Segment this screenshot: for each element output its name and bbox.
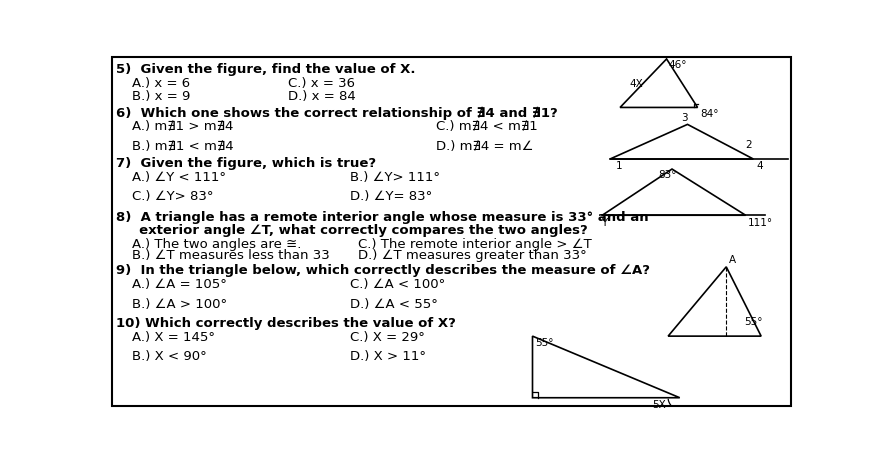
Text: D.) X > 11°: D.) X > 11° (351, 350, 426, 363)
Text: 1: 1 (616, 161, 623, 171)
Text: B.) m∄1 < m∄4: B.) m∄1 < m∄4 (132, 140, 233, 153)
Text: 10) Which correctly describes the value of X?: 10) Which correctly describes the value … (116, 317, 456, 330)
Text: Y: Y (601, 218, 607, 228)
Text: 5X: 5X (653, 400, 666, 410)
Text: 111°: 111° (748, 218, 773, 228)
Text: 83°: 83° (658, 170, 677, 180)
Text: 55°: 55° (535, 338, 553, 348)
Text: D.) ∠T measures greater than 33°: D.) ∠T measures greater than 33° (358, 249, 587, 262)
Text: 5)  Given the figure, find the value of X.: 5) Given the figure, find the value of X… (116, 63, 416, 76)
Text: 3: 3 (681, 113, 688, 123)
Text: 46°: 46° (668, 61, 686, 71)
Text: C.) ∠Y> 83°: C.) ∠Y> 83° (132, 190, 213, 203)
Text: D.) x = 84: D.) x = 84 (288, 90, 356, 103)
Text: A.) m∄1 > m∄4: A.) m∄1 > m∄4 (132, 120, 233, 133)
Text: A.) ∠A = 105°: A.) ∠A = 105° (132, 278, 226, 291)
Text: B.) ∠T measures less than 33: B.) ∠T measures less than 33 (132, 249, 329, 262)
Text: A.) X = 145°: A.) X = 145° (132, 331, 215, 344)
Text: 9)  In the triangle below, which correctly describes the measure of ∠A?: 9) In the triangle below, which correctl… (116, 264, 650, 277)
Text: A.) ∠Y < 111°: A.) ∠Y < 111° (132, 171, 226, 184)
Text: 2: 2 (745, 140, 752, 150)
Text: C.) ∠A < 100°: C.) ∠A < 100° (351, 278, 446, 291)
Text: 55°: 55° (744, 317, 763, 327)
Text: 7)  Given the figure, which is true?: 7) Given the figure, which is true? (116, 157, 376, 170)
Text: A: A (729, 255, 736, 265)
Text: D.) ∠Y= 83°: D.) ∠Y= 83° (351, 190, 433, 203)
Text: 8)  A triangle has a remote interior angle whose measure is 33° and an: 8) A triangle has a remote interior angl… (116, 211, 649, 224)
Text: 4X: 4X (629, 79, 643, 90)
Text: B.) ∠Y> 111°: B.) ∠Y> 111° (351, 171, 440, 184)
Text: 4: 4 (757, 161, 763, 171)
Text: 6)  Which one shows the correct relationship of ∄4 and ∄1?: 6) Which one shows the correct relations… (116, 106, 558, 120)
Text: 84°: 84° (700, 109, 718, 119)
Text: B.) x = 9: B.) x = 9 (132, 90, 190, 103)
Text: C.) x = 36: C.) x = 36 (288, 77, 355, 90)
Text: B.) X < 90°: B.) X < 90° (132, 350, 206, 363)
Text: D.) ∠A < 55°: D.) ∠A < 55° (351, 297, 438, 311)
Text: C.) m∄4 < m∄1: C.) m∄4 < m∄1 (435, 120, 537, 133)
Text: exterior angle ∠T, what correctly compares the two angles?: exterior angle ∠T, what correctly compar… (116, 224, 589, 237)
Text: D.) m∄4 = m∠: D.) m∄4 = m∠ (435, 140, 533, 153)
Text: C.) The remote interior angle > ∠T: C.) The remote interior angle > ∠T (358, 238, 592, 252)
Text: B.) ∠A > 100°: B.) ∠A > 100° (132, 297, 227, 311)
Text: A.) x = 6: A.) x = 6 (132, 77, 190, 90)
Text: C.) X = 29°: C.) X = 29° (351, 331, 426, 344)
Text: A.) The two angles are ≅.: A.) The two angles are ≅. (132, 238, 301, 252)
